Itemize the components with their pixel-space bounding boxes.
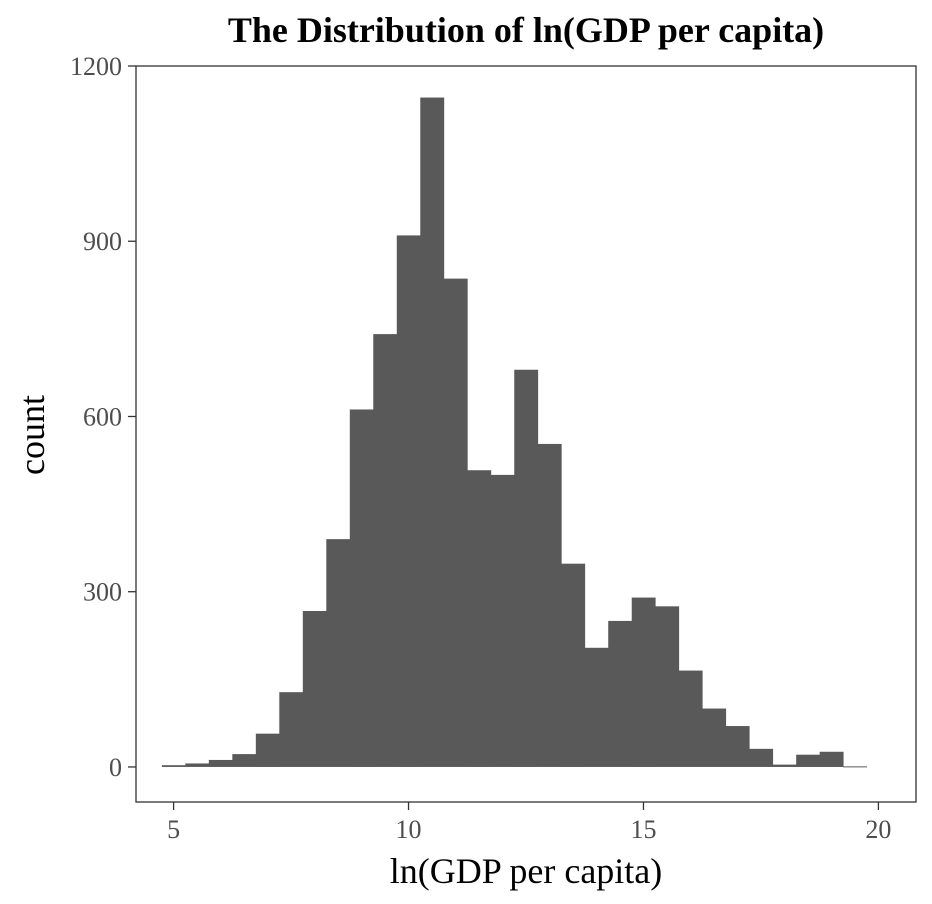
histogram-bar-8 bbox=[349, 409, 374, 767]
x-axis-title: ln(GDP per capita) bbox=[390, 851, 663, 891]
histogram-bar-11 bbox=[420, 97, 445, 767]
histogram-bar-15 bbox=[514, 369, 539, 767]
histogram-bar-18 bbox=[584, 647, 609, 767]
histogram-bar-22 bbox=[678, 670, 703, 767]
histogram-bar-9 bbox=[373, 334, 398, 767]
histogram-bar-1 bbox=[185, 763, 210, 767]
y-tick-label: 300 bbox=[83, 578, 122, 607]
histogram-bar-14 bbox=[490, 474, 515, 767]
histogram-bar-6 bbox=[302, 610, 327, 767]
histogram-bar-20 bbox=[631, 597, 656, 767]
histogram-bar-7 bbox=[326, 539, 351, 767]
histogram-bar-0 bbox=[161, 765, 186, 767]
histogram-bar-12 bbox=[443, 278, 468, 767]
histogram-bar-21 bbox=[655, 606, 680, 767]
histogram-bar-10 bbox=[396, 235, 421, 767]
histogram-bar-19 bbox=[608, 620, 633, 767]
histogram-bar-26 bbox=[772, 764, 797, 767]
histogram-bar-17 bbox=[561, 563, 586, 767]
plot-frame bbox=[135, 65, 917, 803]
histogram-bar-16 bbox=[537, 443, 562, 767]
chart-title: The Distribution of ln(GDP per capita) bbox=[228, 10, 824, 50]
bars-group bbox=[161, 97, 868, 768]
histogram-bar-4 bbox=[255, 733, 280, 767]
histogram-bar-28 bbox=[819, 751, 844, 767]
histogram-bar-5 bbox=[279, 692, 304, 767]
histogram-bar-13 bbox=[467, 470, 492, 767]
x-tick-label: 20 bbox=[865, 815, 891, 844]
y-tick-label: 0 bbox=[109, 753, 122, 782]
x-tick-label: 5 bbox=[167, 815, 180, 844]
y-axis: 0 300 600 900 1200 bbox=[70, 52, 136, 782]
x-axis: 5 10 15 20 bbox=[167, 802, 891, 844]
histogram-bar-24 bbox=[725, 726, 750, 767]
histogram-bar-3 bbox=[232, 754, 257, 767]
histogram-bar-29 bbox=[843, 766, 868, 768]
x-tick-label: 15 bbox=[630, 815, 656, 844]
y-tick-label: 900 bbox=[83, 227, 122, 256]
histogram-bar-27 bbox=[796, 754, 821, 767]
x-tick-label: 10 bbox=[396, 815, 422, 844]
histogram-bar-25 bbox=[749, 748, 774, 767]
y-tick-label: 600 bbox=[83, 402, 122, 431]
histogram-bar-23 bbox=[702, 708, 727, 767]
histogram-bar-2 bbox=[208, 759, 233, 767]
y-tick-label: 1200 bbox=[70, 52, 122, 81]
y-axis-title: count bbox=[12, 395, 52, 475]
